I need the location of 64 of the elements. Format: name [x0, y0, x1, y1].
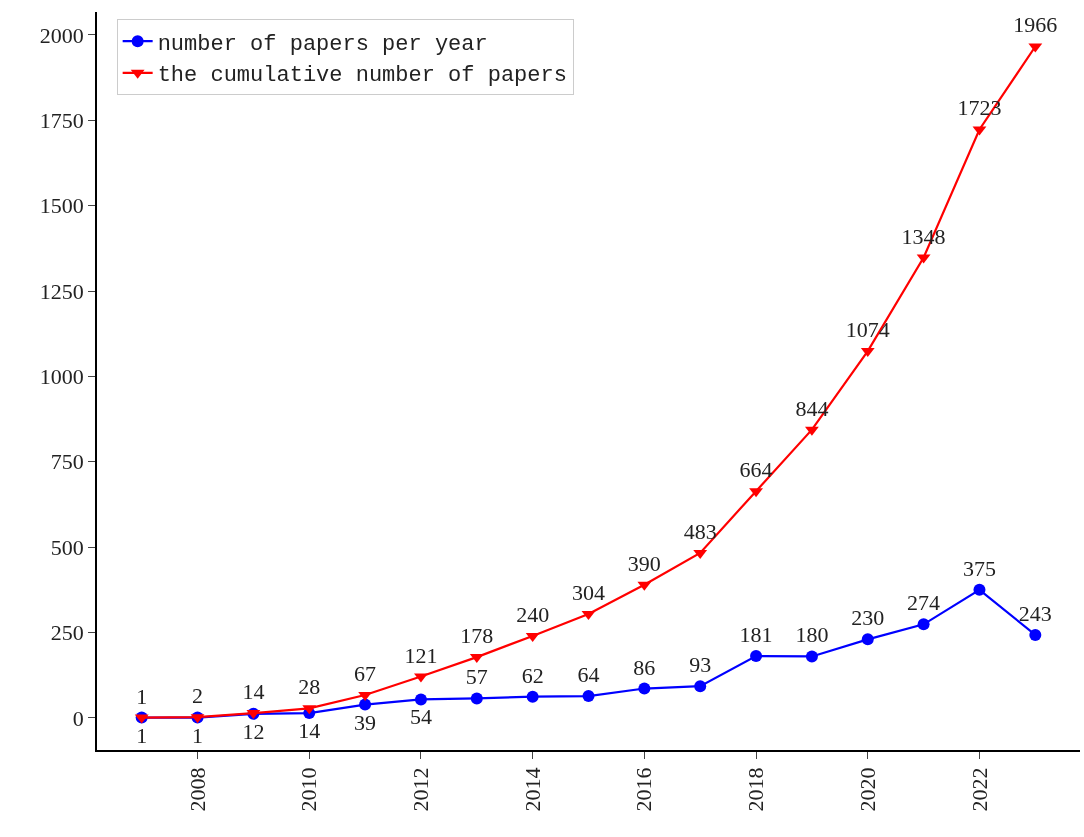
- data-label: 93: [689, 652, 712, 678]
- y-tick-label: 1250: [39, 278, 84, 304]
- point: [526, 690, 539, 703]
- data-label: 664: [739, 457, 773, 483]
- data-label: 375: [962, 555, 996, 581]
- point: [749, 488, 763, 498]
- data-label: 1: [136, 683, 148, 709]
- y-tick-label: 0: [72, 705, 84, 731]
- x-tick-label: 2008: [184, 767, 210, 812]
- data-label: 28: [298, 674, 321, 700]
- y-tick-label: 2000: [39, 22, 84, 48]
- point: [414, 693, 427, 706]
- data-label: 12: [242, 718, 265, 744]
- data-label: 181: [739, 622, 773, 648]
- y-tick-label: 1750: [39, 107, 84, 133]
- point: [917, 618, 930, 631]
- data-label: 243: [1018, 600, 1052, 626]
- y-tick-label: 500: [50, 534, 84, 560]
- data-label: 39: [354, 709, 377, 735]
- point: [861, 633, 874, 646]
- x-tick-label: 2018: [743, 767, 769, 812]
- y-tick-label: 1500: [39, 193, 84, 219]
- data-label: 230: [851, 605, 885, 631]
- data-label: 483: [683, 518, 717, 544]
- data-label: 304: [572, 580, 605, 606]
- point: [973, 583, 986, 596]
- data-label: 67: [354, 661, 377, 687]
- point: [638, 682, 651, 695]
- legend-label: number of papers per year: [157, 31, 488, 57]
- x-tick-label: 2012: [408, 767, 434, 812]
- data-label: 390: [627, 550, 661, 576]
- point: [805, 650, 818, 663]
- data-label: 57: [465, 664, 488, 690]
- data-label: 86: [633, 654, 656, 680]
- point: [470, 692, 483, 705]
- legend-label: the cumulative number of papers: [157, 63, 567, 89]
- x-tick-label: 2022: [966, 767, 992, 812]
- y-tick-label: 750: [50, 449, 84, 475]
- x-tick-label: 2016: [631, 767, 657, 812]
- data-label: 1966: [1013, 12, 1058, 38]
- data-label: 54: [409, 704, 432, 730]
- data-label: 274: [907, 590, 941, 616]
- data-label: 62: [521, 662, 544, 688]
- point: [414, 673, 428, 683]
- data-label: 14: [242, 679, 265, 705]
- data-label: 1: [136, 722, 148, 748]
- x-tick-label: 2020: [854, 767, 880, 812]
- data-label: 14: [298, 718, 321, 744]
- point: [750, 650, 763, 663]
- x-tick-label: 2014: [519, 767, 545, 812]
- point: [359, 698, 372, 711]
- point: [1029, 628, 1042, 641]
- point: [694, 680, 707, 693]
- data-label: 180: [795, 622, 829, 648]
- data-label: 178: [460, 623, 494, 649]
- data-label: 2: [192, 683, 204, 709]
- data-label: 240: [516, 601, 550, 627]
- data-label: 64: [577, 662, 600, 688]
- data-label: 1: [192, 722, 204, 748]
- y-tick-label: 250: [50, 620, 84, 646]
- y-tick-label: 1000: [39, 364, 84, 390]
- point: [582, 690, 595, 703]
- data-label: 121: [404, 642, 438, 668]
- x-tick-label: 2010: [296, 767, 322, 812]
